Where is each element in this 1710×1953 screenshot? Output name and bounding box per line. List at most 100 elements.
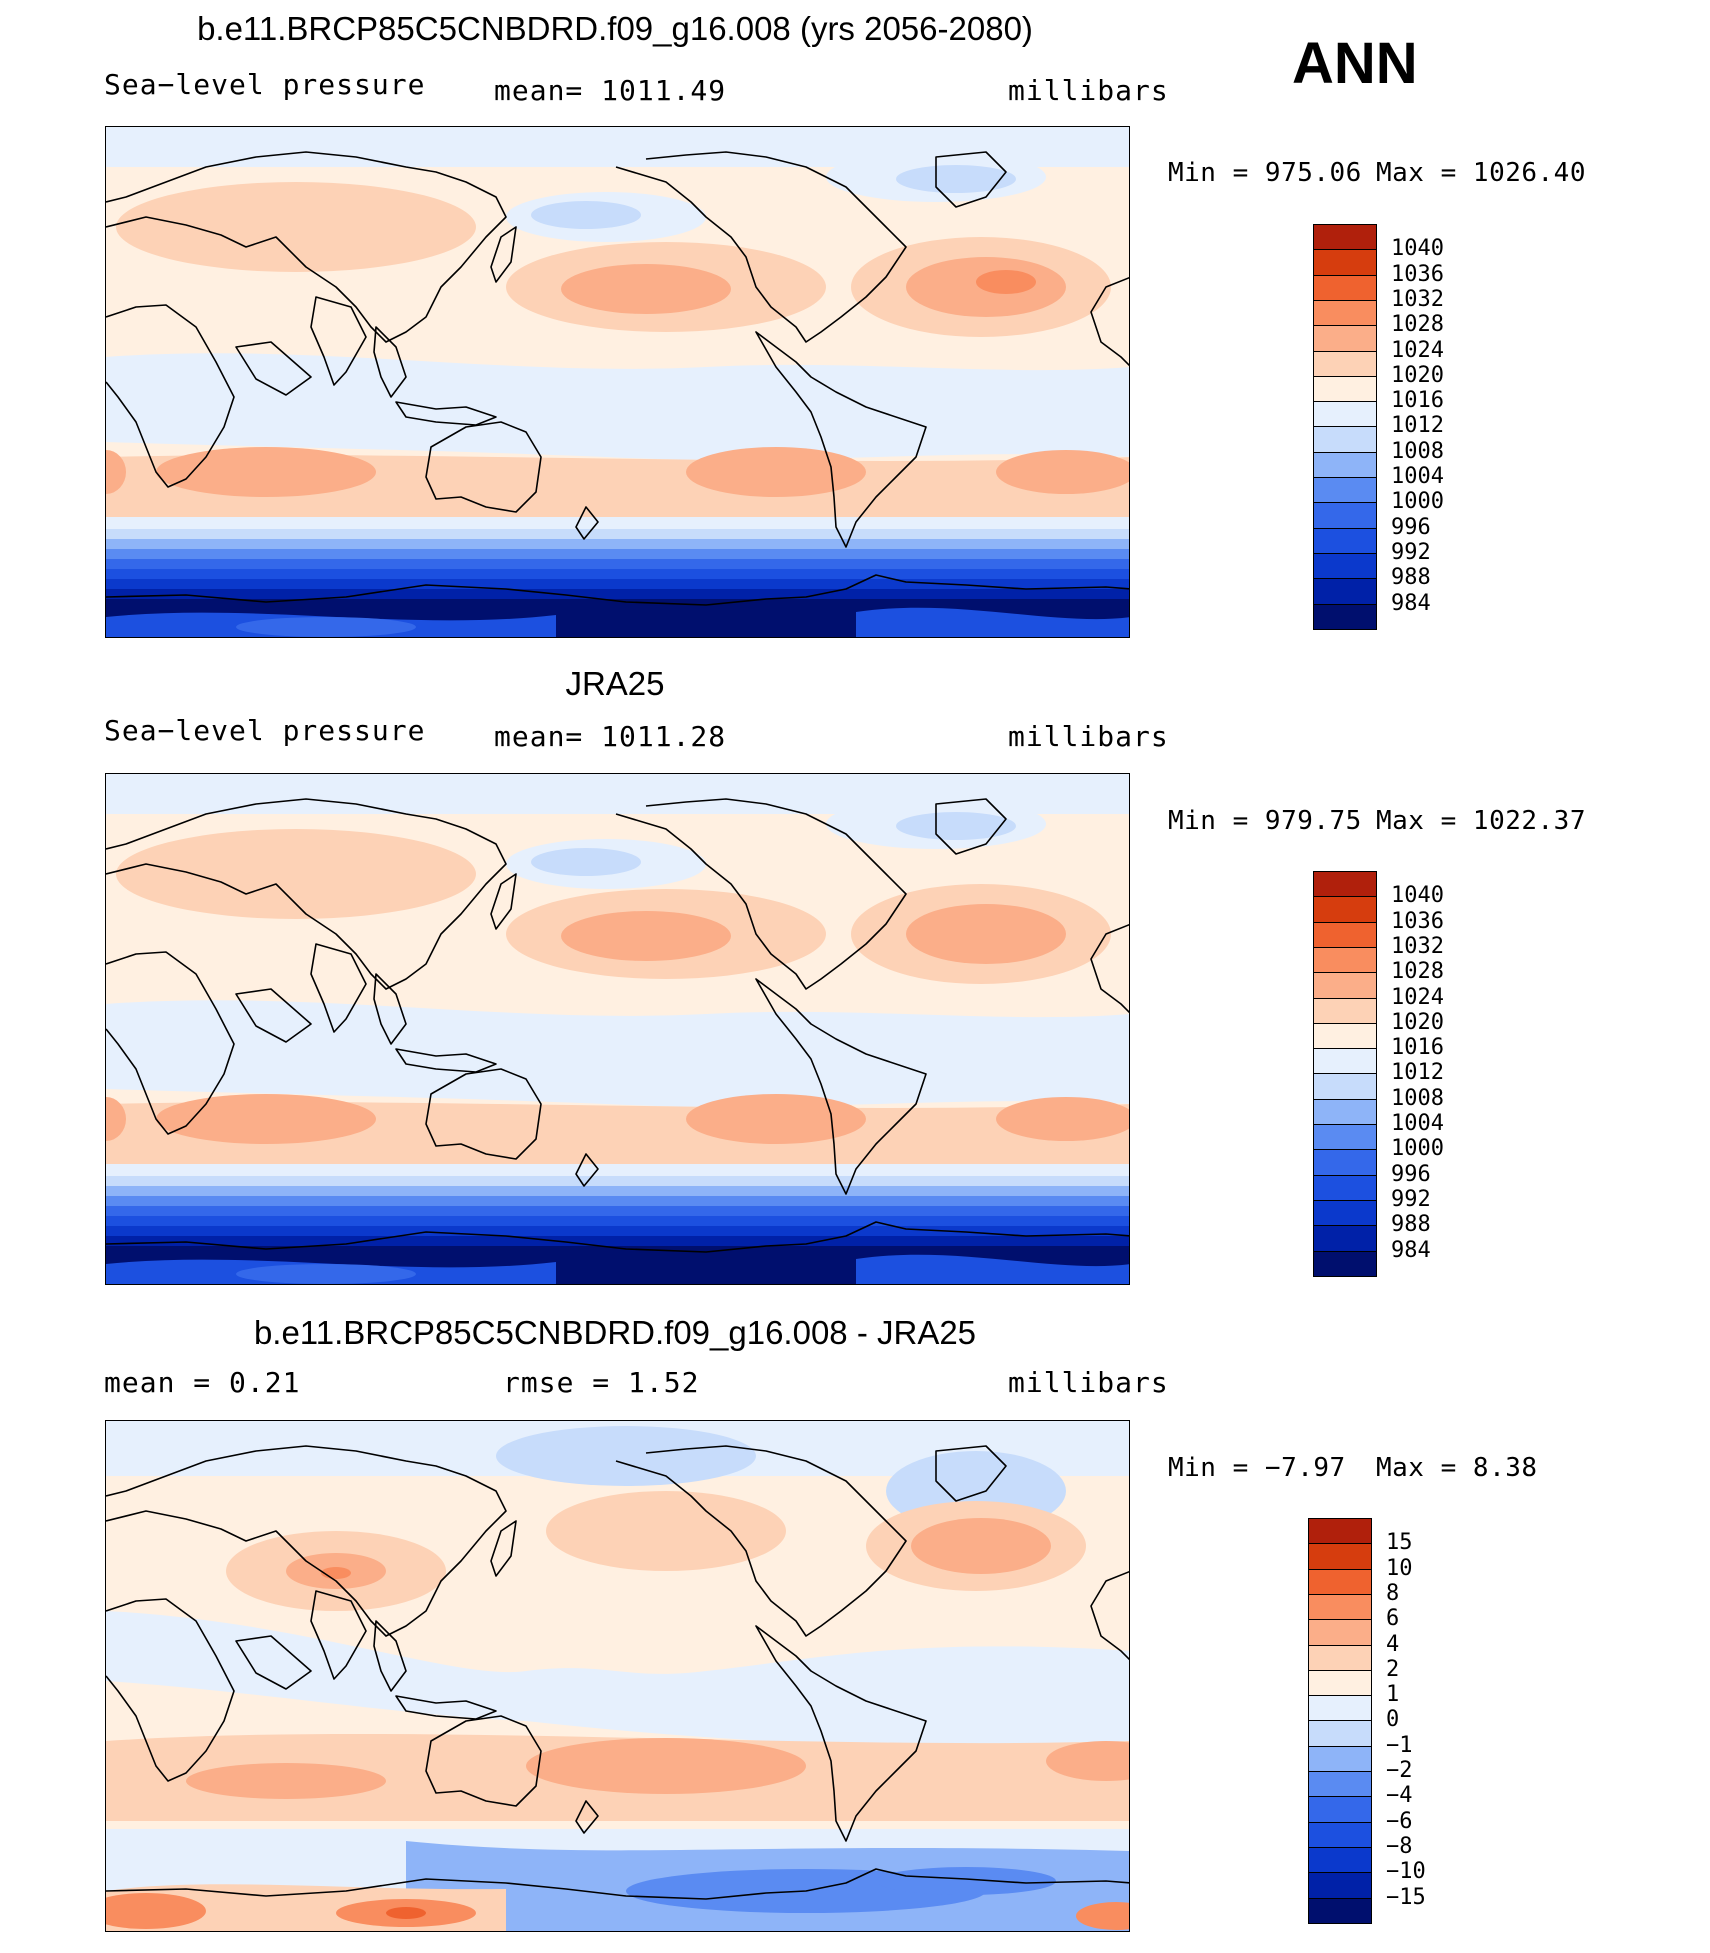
colorbar-tick-label: −6 bbox=[1386, 1808, 1413, 1834]
coastline bbox=[373, 326, 407, 398]
panel1-contour-plot bbox=[106, 127, 1129, 637]
panel1-units-label: millibars bbox=[1008, 74, 1169, 107]
coastline bbox=[106, 1445, 507, 1637]
contour-region bbox=[996, 450, 1129, 494]
colorbar-swatch bbox=[1313, 896, 1377, 924]
colorbar-tick-label: −10 bbox=[1386, 1859, 1426, 1885]
colorbar-swatch bbox=[1308, 1644, 1372, 1672]
coastline bbox=[106, 1598, 235, 1782]
contour-region bbox=[976, 270, 1036, 294]
colorbar-tick-label: 996 bbox=[1391, 1161, 1431, 1187]
colorbar-tick-label: −1 bbox=[1386, 1732, 1413, 1758]
colorbar-swatch bbox=[1313, 1022, 1377, 1050]
colorbar-tick-label: 1008 bbox=[1391, 1085, 1444, 1111]
colorbar-tick-label: 1000 bbox=[1391, 1136, 1444, 1162]
contour-region bbox=[236, 1264, 416, 1284]
panel3-min-label: Min = −7.97 bbox=[1168, 1453, 1346, 1483]
panel3-map bbox=[105, 1420, 1130, 1932]
colorbar-swatch bbox=[1308, 1796, 1372, 1824]
colorbar-swatch bbox=[1313, 426, 1377, 454]
colorbar-swatch bbox=[1313, 527, 1377, 555]
contour-region bbox=[156, 447, 376, 497]
colorbar-tick-label: −2 bbox=[1386, 1758, 1413, 1783]
contour-region bbox=[686, 447, 866, 497]
colorbar-tick-label: 1020 bbox=[1391, 1009, 1444, 1035]
colorbar-tick-label: 1040 bbox=[1391, 883, 1444, 909]
panel1-variable-label: Sea−level pressure bbox=[104, 68, 426, 101]
colorbar-swatch bbox=[1313, 578, 1377, 605]
colorbar-tick-label: 1016 bbox=[1391, 388, 1444, 414]
panel3-contour-plot bbox=[106, 1421, 1129, 1931]
season-label: ANN bbox=[1292, 31, 1418, 96]
coastline-group bbox=[106, 151, 1129, 606]
contour-region bbox=[531, 848, 641, 876]
coastline bbox=[235, 341, 312, 396]
panel2-max-label: Max = 1022.37 bbox=[1376, 806, 1586, 836]
coastline bbox=[395, 1048, 497, 1073]
coastline bbox=[490, 1520, 517, 1577]
colorbar-tick-label: 1024 bbox=[1391, 984, 1444, 1010]
colorbar-tick-label: 1016 bbox=[1391, 1035, 1444, 1061]
colorbar-swatch bbox=[1313, 997, 1377, 1025]
colorbar-tick-label: 4 bbox=[1386, 1631, 1400, 1657]
colorbar-swatch bbox=[1313, 375, 1377, 403]
colorbar-tick-label: 15 bbox=[1386, 1530, 1413, 1556]
coastline bbox=[490, 226, 517, 283]
colorbar-swatch bbox=[1313, 274, 1377, 302]
contour-region bbox=[1046, 1741, 1129, 1781]
colorbar-tick-label: 988 bbox=[1391, 565, 1431, 591]
colorbar-swatch bbox=[1313, 921, 1377, 949]
panel3-mean-label: mean = 0.21 bbox=[104, 1366, 301, 1399]
colorbar-swatch bbox=[1308, 1771, 1372, 1798]
coastline bbox=[373, 973, 407, 1045]
contour-region bbox=[106, 1097, 126, 1141]
coastline bbox=[106, 151, 507, 343]
colorbar-swatch bbox=[1313, 249, 1377, 277]
coastline bbox=[106, 798, 507, 990]
panel1-max-label: Max = 1026.40 bbox=[1376, 158, 1586, 188]
coastline bbox=[575, 1153, 599, 1187]
colorbar-swatch bbox=[1313, 502, 1377, 530]
contour-region bbox=[686, 1094, 866, 1144]
colorbar-swatch bbox=[1313, 1250, 1377, 1278]
colorbar-swatch bbox=[1308, 1543, 1372, 1571]
contour-region bbox=[896, 812, 1016, 840]
colorbar-swatch bbox=[1313, 972, 1377, 999]
contour-region bbox=[876, 1867, 1056, 1895]
colorbar-tick-label: 10 bbox=[1386, 1555, 1413, 1581]
coastline bbox=[235, 1635, 312, 1690]
contour-region bbox=[386, 1907, 426, 1919]
colorbar-swatch bbox=[1308, 1518, 1372, 1545]
colorbar-tick-label: −4 bbox=[1386, 1783, 1413, 1809]
colorbar-tick-label: −8 bbox=[1386, 1833, 1413, 1859]
panel1-mean-label: mean= 1011.49 bbox=[494, 74, 727, 107]
contour-region bbox=[996, 1097, 1129, 1141]
coastline-group bbox=[106, 798, 1129, 1253]
contour-region bbox=[856, 607, 1129, 637]
coastline bbox=[1090, 276, 1129, 367]
coastline bbox=[615, 798, 907, 990]
coastline bbox=[935, 798, 1007, 855]
colorbar-swatch bbox=[1313, 1098, 1377, 1126]
contour-fill-group bbox=[106, 127, 1129, 637]
coastline bbox=[310, 943, 367, 1033]
coastline bbox=[395, 1695, 497, 1720]
colorbar-tick-label: 1028 bbox=[1391, 312, 1444, 338]
contour-region bbox=[236, 617, 416, 637]
contour-region bbox=[116, 829, 476, 919]
coastline bbox=[615, 1445, 907, 1637]
contour-region bbox=[561, 264, 731, 314]
colorbar-swatch bbox=[1308, 1720, 1372, 1748]
colorbar-swatch bbox=[1308, 1568, 1372, 1596]
panel3-title: b.e11.BRCP85C5CNBDRD.f09_g16.008 - JRA25 bbox=[253, 1314, 977, 1351]
contour-region bbox=[156, 1094, 376, 1144]
coastline bbox=[575, 1800, 599, 1834]
colorbar-swatch bbox=[1308, 1745, 1372, 1773]
contour-region bbox=[106, 450, 126, 494]
panel2-min-label: Min = 979.75 bbox=[1168, 806, 1362, 836]
panel2-mean-label: mean= 1011.28 bbox=[494, 720, 727, 753]
colorbar-tick-label: 1000 bbox=[1391, 489, 1444, 515]
colorbar-tick-label: 1024 bbox=[1391, 337, 1444, 363]
colorbar-tick-label: 1036 bbox=[1391, 261, 1444, 287]
contour-region bbox=[496, 1426, 756, 1486]
